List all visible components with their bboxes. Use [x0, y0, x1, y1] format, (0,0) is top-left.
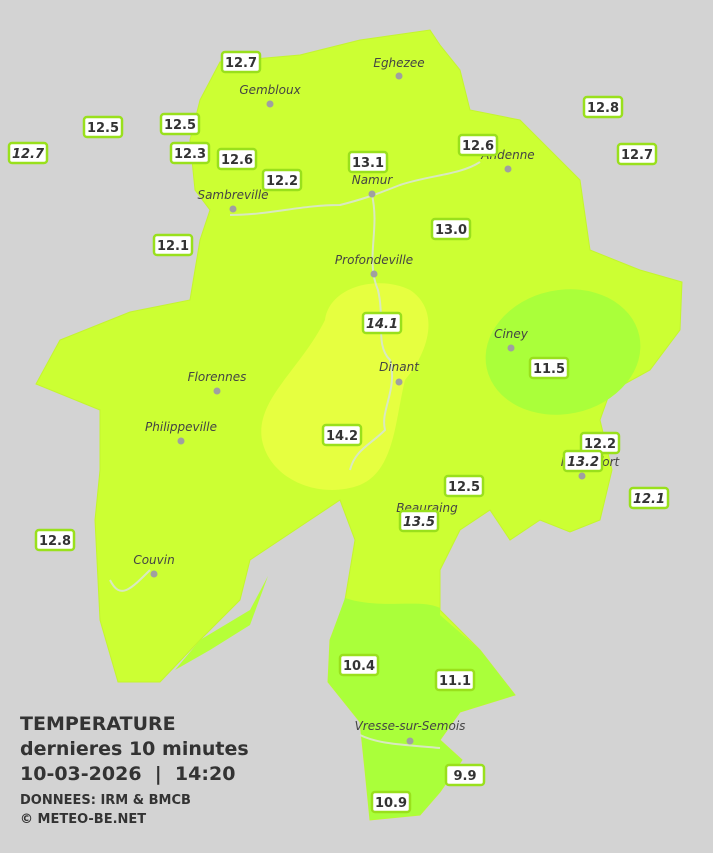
town-dot [395, 378, 403, 386]
station-value: 12.8 [587, 101, 619, 116]
town-label: Couvin [133, 553, 174, 567]
station-box [628, 486, 670, 510]
station-value: 12.7 [621, 148, 653, 163]
legend-source: DONNEES: IRM & BMCB [20, 793, 191, 808]
station-value: 13.1 [352, 156, 384, 171]
station-box [430, 217, 472, 241]
station-value: 12.7 [12, 147, 45, 162]
station-value: 13.0 [435, 223, 467, 238]
river [109, 161, 481, 749]
town-dot [266, 100, 274, 108]
station-value: 12.1 [633, 492, 665, 507]
town-dot [370, 270, 378, 278]
station-box [434, 668, 476, 692]
station-value: 12.5 [164, 118, 196, 133]
legend-copyright: © METEO-BE.NET [20, 812, 146, 827]
town-dot [177, 437, 185, 445]
station-value: 12.5 [87, 121, 119, 136]
station-value: 12.6 [462, 139, 494, 154]
town-dot [368, 190, 376, 198]
station-box [220, 50, 262, 74]
town-dot [213, 387, 221, 395]
town-label: Namur [352, 173, 394, 187]
town-dot [578, 472, 586, 480]
station-box [361, 311, 403, 335]
station-value: 14.2 [326, 429, 358, 444]
station-value: 12.2 [266, 174, 298, 189]
station-value: 12.2 [584, 437, 616, 452]
station-box [261, 168, 303, 192]
town-label: Dinant [379, 360, 420, 374]
station-value: 12.3 [174, 147, 206, 162]
station-box [82, 115, 124, 139]
legend-title: TEMPERATURE [20, 713, 176, 735]
town-label: Sambreville [197, 188, 268, 202]
station-box [34, 528, 76, 552]
town-label: Ciney [494, 327, 529, 341]
town-label: Florennes [188, 370, 247, 384]
cool-zone [328, 598, 515, 820]
station-box [444, 763, 486, 787]
station-value: 12.7 [225, 56, 257, 71]
town-dot [507, 344, 515, 352]
town-dot [504, 165, 512, 173]
town-dot [150, 570, 158, 578]
town-dot [395, 72, 403, 80]
station-box [582, 95, 624, 119]
legend-subtitle: dernieres 10 minutes [20, 738, 249, 760]
station-value: 11.5 [533, 362, 565, 377]
station-value: 10.4 [343, 659, 375, 674]
station-box [216, 147, 258, 171]
warm-zone [261, 283, 429, 490]
station-value: 14.1 [366, 317, 398, 332]
station-box [152, 233, 194, 257]
station-box [443, 474, 485, 498]
town-label: Vresse-sur-Semois [355, 719, 466, 733]
town-label: Philippeville [145, 420, 217, 434]
town-label: Profondeville [335, 253, 413, 267]
station-box [338, 653, 380, 677]
town-dot [229, 205, 237, 213]
station-value: 13.2 [567, 455, 599, 470]
station-value: 12.1 [157, 239, 189, 254]
station-box [562, 449, 604, 473]
town-dot [406, 737, 414, 745]
legend-datetime: 10-03-2026 | 14:20 [20, 763, 235, 785]
town-label: Eghezee [373, 56, 424, 70]
station-value: 9.9 [453, 769, 476, 784]
station-box [7, 141, 49, 165]
station-box [616, 142, 658, 166]
station-value: 10.9 [375, 796, 407, 811]
station-value: 12.8 [39, 534, 71, 549]
station-box [457, 133, 499, 157]
station-box [321, 423, 363, 447]
station-box [347, 150, 389, 174]
legend: TEMPERATURE dernieres 10 minutes 10-03-2… [20, 713, 249, 827]
station-box [370, 790, 412, 814]
station-value: 13.5 [403, 515, 435, 530]
station-value: 12.5 [448, 480, 480, 495]
cool-zone [485, 289, 641, 415]
station-box [169, 141, 211, 165]
town-label: Gembloux [239, 83, 301, 97]
station-value: 12.6 [221, 153, 253, 168]
station-box [398, 509, 440, 533]
cool-zone [175, 576, 268, 670]
station-box [159, 112, 201, 136]
station-layer: 12.7 12.5 12.5 12.7 12.3 12.6 12.2 13.1 12.6 12.8… [7, 50, 670, 814]
station-box [528, 356, 570, 380]
station-value: 11.1 [439, 674, 471, 689]
